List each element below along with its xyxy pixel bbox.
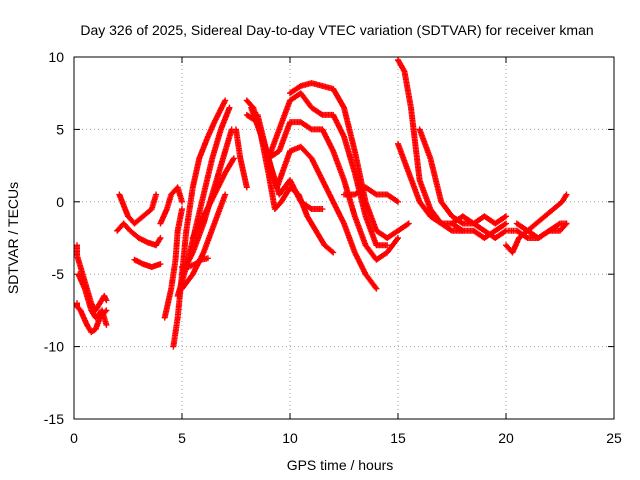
y-axis-title: SDTVAR / TECUs	[5, 182, 21, 294]
series-markers	[75, 271, 110, 328]
series-markers	[131, 256, 164, 270]
series-arc-03	[75, 271, 110, 328]
series-markers	[233, 126, 250, 191]
series-markers	[116, 191, 160, 227]
x-tick-label: 20	[498, 430, 514, 446]
series-markers	[189, 155, 237, 241]
series-arc-04	[114, 220, 164, 249]
series-markers	[341, 184, 401, 205]
series-arc-20	[265, 90, 391, 249]
x-tick-label: 10	[282, 430, 298, 446]
series-arc-07	[157, 184, 185, 227]
series-arc-13	[179, 255, 211, 270]
series-markers	[513, 220, 570, 241]
series-arc-05	[116, 191, 160, 227]
series-arc-26	[449, 213, 509, 227]
y-tick-label: 0	[56, 194, 64, 210]
series-arc-29	[513, 220, 570, 241]
series-markers	[161, 206, 185, 321]
y-tick-label: -15	[44, 411, 64, 427]
x-axis-title: GPS time / hours	[287, 457, 394, 473]
y-tick-label: 5	[56, 121, 64, 137]
data-series	[74, 57, 570, 350]
y-tick-label: 10	[48, 49, 64, 65]
series-arc-15	[233, 126, 250, 191]
x-tick-label: 0	[70, 430, 78, 446]
series-markers	[179, 255, 211, 270]
series-arc-08	[161, 206, 185, 321]
series-markers	[157, 184, 185, 227]
series-markers	[449, 213, 509, 227]
series-markers	[254, 111, 401, 263]
series-markers	[287, 80, 412, 241]
series-markers	[265, 90, 391, 249]
series-arc-25	[416, 126, 509, 241]
chart-title: Day 326 of 2025, Sidereal Day-to-day VTE…	[80, 22, 593, 38]
y-tick-label: -5	[52, 266, 65, 282]
axes: 0 5 10 15 20 25 10 5 0 -5 -10 -15	[44, 49, 622, 446]
series-arc-06	[131, 256, 164, 270]
series-markers	[114, 220, 164, 249]
series-markers	[395, 57, 466, 234]
series-arc-14	[189, 155, 237, 241]
x-tick-label: 15	[390, 430, 406, 446]
x-tick-label: 5	[178, 430, 186, 446]
series-arc-19	[254, 111, 401, 263]
series-arc-22	[341, 184, 401, 205]
y-tick-label: -10	[44, 339, 64, 355]
series-arc-23	[395, 57, 466, 234]
series-markers	[416, 126, 509, 241]
series-arc-21	[287, 80, 412, 241]
plot-frame	[73, 56, 615, 420]
x-tick-label: 25	[606, 430, 622, 446]
